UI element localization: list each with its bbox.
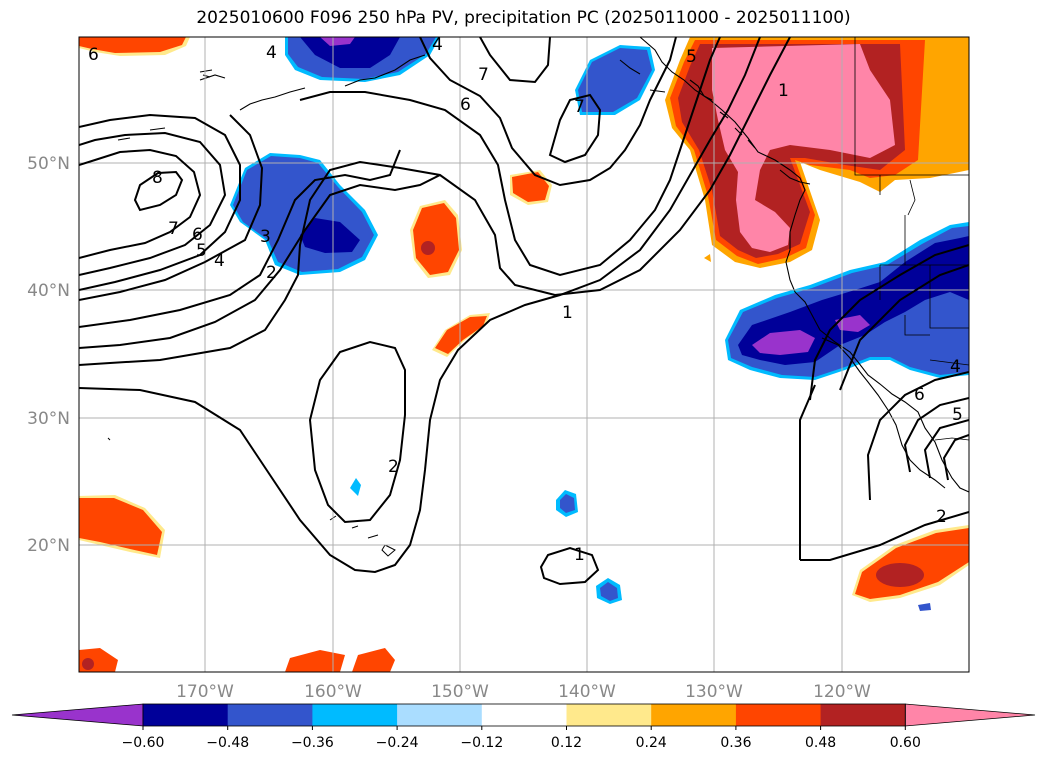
contour-label: 1 xyxy=(562,303,573,323)
contour-8 xyxy=(133,170,184,212)
contour-label: 2 xyxy=(936,507,947,527)
colorbar-segment xyxy=(481,704,567,726)
colorbar-segment xyxy=(397,704,483,726)
colorbar-tick-label: 0.60 xyxy=(890,735,921,751)
colorbar-segment xyxy=(820,704,906,726)
contour-label: 4 xyxy=(214,251,225,271)
colorbar-tick-label: 0.36 xyxy=(720,735,751,751)
latitude-labels: 50°N 40°N 30°N 20°N xyxy=(27,154,70,556)
map-frame xyxy=(78,36,970,673)
colorbar-tick-label: −0.48 xyxy=(206,735,249,751)
colorbar-extend-max xyxy=(904,703,1036,727)
contour-label: 2 xyxy=(388,457,399,477)
contour-1-small-loop xyxy=(539,546,600,586)
colorbar-tick-label: −0.12 xyxy=(460,735,503,751)
contour-label: 6 xyxy=(914,385,925,405)
colorbar-segment xyxy=(651,704,737,726)
colorbar-segment xyxy=(143,704,229,726)
lon-label: 150°W xyxy=(431,682,489,702)
map-title: 2025010600 F096 250 hPa PV, precipitatio… xyxy=(196,8,851,28)
contour-label: 1 xyxy=(574,545,585,565)
contour-label: 5 xyxy=(952,405,963,425)
contour-east-1 xyxy=(809,244,969,401)
colorbar-tick-label: −0.36 xyxy=(291,735,334,751)
lat-label: 50°N xyxy=(27,154,70,174)
colorbar-tick-label: −0.24 xyxy=(376,735,419,751)
contour-label: 8 xyxy=(152,168,163,188)
colorbar-segment xyxy=(735,704,822,726)
lon-label: 160°W xyxy=(304,682,362,702)
contour-label: 4 xyxy=(266,43,277,63)
contour-label: 7 xyxy=(574,97,585,117)
contour-label: 6 xyxy=(192,225,203,245)
longitude-labels: 170°W 160°W 150°W 140°W 130°W 120°W xyxy=(176,682,871,702)
contour-1-center xyxy=(79,37,791,366)
colorbar-outline xyxy=(142,703,906,727)
colorbar-tick-label: −0.60 xyxy=(122,735,165,751)
colorbar-extend-min xyxy=(11,703,144,727)
contour-label: 4 xyxy=(432,35,443,55)
contour-label: 5 xyxy=(196,241,207,261)
contour-label: 6 xyxy=(88,45,99,65)
contour-label: 7 xyxy=(478,65,489,85)
lon-label: 120°W xyxy=(813,682,871,702)
contour-6-north xyxy=(299,37,721,277)
contour-label: 5 xyxy=(686,47,697,67)
colorbar-tick-label: 0.12 xyxy=(551,735,582,751)
contour-label: 2 xyxy=(266,263,277,283)
contour-7-loop xyxy=(548,93,602,164)
colorbar: −0.60 −0.48 −0.36 −0.24 −0.12 0.12 0.24 0.36 0.4… xyxy=(11,703,1036,751)
lon-label: 130°W xyxy=(685,682,743,702)
contour-label: 1 xyxy=(778,81,789,101)
colorbar-segment xyxy=(312,704,398,726)
colorbar-tick-label: 0.48 xyxy=(805,735,836,751)
colorbar-segment xyxy=(566,704,652,726)
colorbar-tick-label: 0.24 xyxy=(636,735,667,751)
contour-label: 6 xyxy=(460,95,471,115)
precip-fill-layer xyxy=(79,37,969,672)
contour-label: 4 xyxy=(950,357,961,377)
colorbar-segment xyxy=(227,704,313,726)
contour-labels: 8 7 6 5 4 3 2 6 4 7 6 7 5 4 1 2 1 1 2 4 … xyxy=(88,35,963,565)
contour-2-west xyxy=(79,37,761,574)
contour-label: 7 xyxy=(168,219,179,239)
contour-label: 3 xyxy=(260,227,271,247)
border-layer xyxy=(854,37,969,441)
lon-label: 140°W xyxy=(558,682,616,702)
lat-label: 30°N xyxy=(27,409,70,429)
lat-label: 20°N xyxy=(27,536,70,556)
lat-label: 40°N xyxy=(27,281,70,301)
pv-contour-layer xyxy=(79,37,969,586)
lon-label: 170°W xyxy=(176,682,234,702)
contour-7-west xyxy=(79,148,202,259)
contour-lobe-2 xyxy=(308,340,406,524)
